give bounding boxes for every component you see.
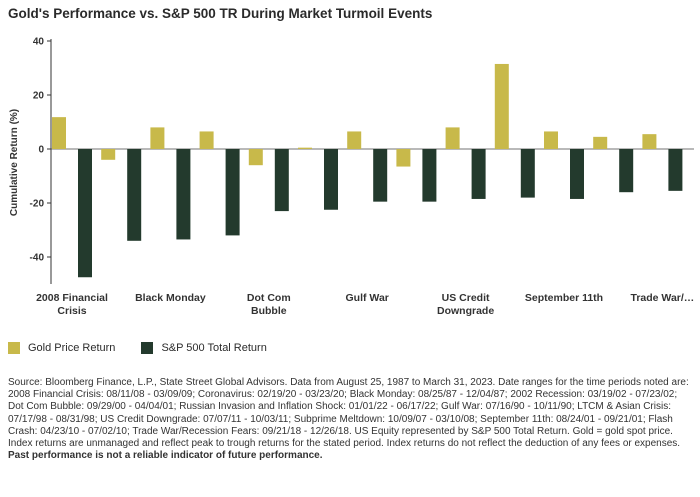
gold-bar xyxy=(445,127,460,149)
category-label: Bubble xyxy=(251,305,287,317)
sp500-bar xyxy=(668,149,683,191)
sp500-bar xyxy=(373,149,388,202)
category-label: Gulf War xyxy=(346,292,389,304)
category-label: Dot Com xyxy=(247,292,291,304)
category-label: Downgrade xyxy=(437,305,494,317)
source-note: Source: Bloomberg Finance, L.P., State S… xyxy=(8,377,694,462)
sp500-bar xyxy=(274,149,289,212)
y-tick-label: -40 xyxy=(30,253,45,264)
gold-bar xyxy=(347,131,362,149)
category-label: Black Monday xyxy=(135,292,206,304)
gold-bar xyxy=(199,131,214,149)
y-tick-label: 40 xyxy=(33,37,45,48)
sp500-bar xyxy=(78,149,92,278)
legend-swatch-sp500 xyxy=(141,342,154,354)
gold-bar xyxy=(396,149,411,167)
sp500-bar xyxy=(324,149,338,210)
gold-bar xyxy=(494,63,509,150)
y-tick-label: -20 xyxy=(30,199,45,210)
category-label: September 11th xyxy=(525,292,603,304)
legend-item-sp500: S&P 500 Total Return xyxy=(141,342,267,354)
legend: Gold Price Return S&P 500 Total Return xyxy=(8,342,267,354)
category-label: Trade War/… xyxy=(631,292,695,304)
legend-label-gold: Gold Price Return xyxy=(28,342,116,354)
legend-item-gold: Gold Price Return xyxy=(8,342,115,354)
gold-bar xyxy=(150,127,165,149)
sp500-bar xyxy=(127,149,142,241)
source-text: Source: Bloomberg Finance, L.P., State S… xyxy=(8,377,689,450)
y-axis-label: Cumulative Return (%) xyxy=(9,109,20,216)
category-label: Crisis xyxy=(57,305,86,317)
sp500-bar xyxy=(520,149,535,198)
gold-bar xyxy=(642,134,657,149)
disclaimer-bold: Past performance is not a reliable indic… xyxy=(8,450,323,462)
y-tick-label: 0 xyxy=(38,145,44,156)
gold-bar xyxy=(52,117,66,149)
category-label: 2008 Financial xyxy=(36,292,108,304)
sp500-bar xyxy=(225,149,240,236)
sp500-bar xyxy=(422,149,437,202)
gold-bar xyxy=(593,136,608,149)
category-label: US Credit xyxy=(442,292,490,304)
legend-swatch-gold xyxy=(8,342,20,354)
bar-chart: 40 20 0 -20 -40 Cumulative Return (%) 2008 Fin… xyxy=(9,37,695,318)
legend-label-sp500: S&P 500 Total Return xyxy=(161,342,267,354)
gold-bar xyxy=(544,131,558,149)
y-tick-label: 20 xyxy=(33,91,45,102)
gold-bar xyxy=(248,149,263,166)
gold-bar xyxy=(101,149,116,160)
chart-title: Gold's Performance vs. S&P 500 TR During… xyxy=(8,6,433,21)
sp500-bar xyxy=(471,149,486,199)
sp500-bar xyxy=(176,149,191,240)
sp500-bar xyxy=(619,149,634,193)
gold-bar xyxy=(298,147,312,149)
sp500-bar xyxy=(570,149,584,199)
